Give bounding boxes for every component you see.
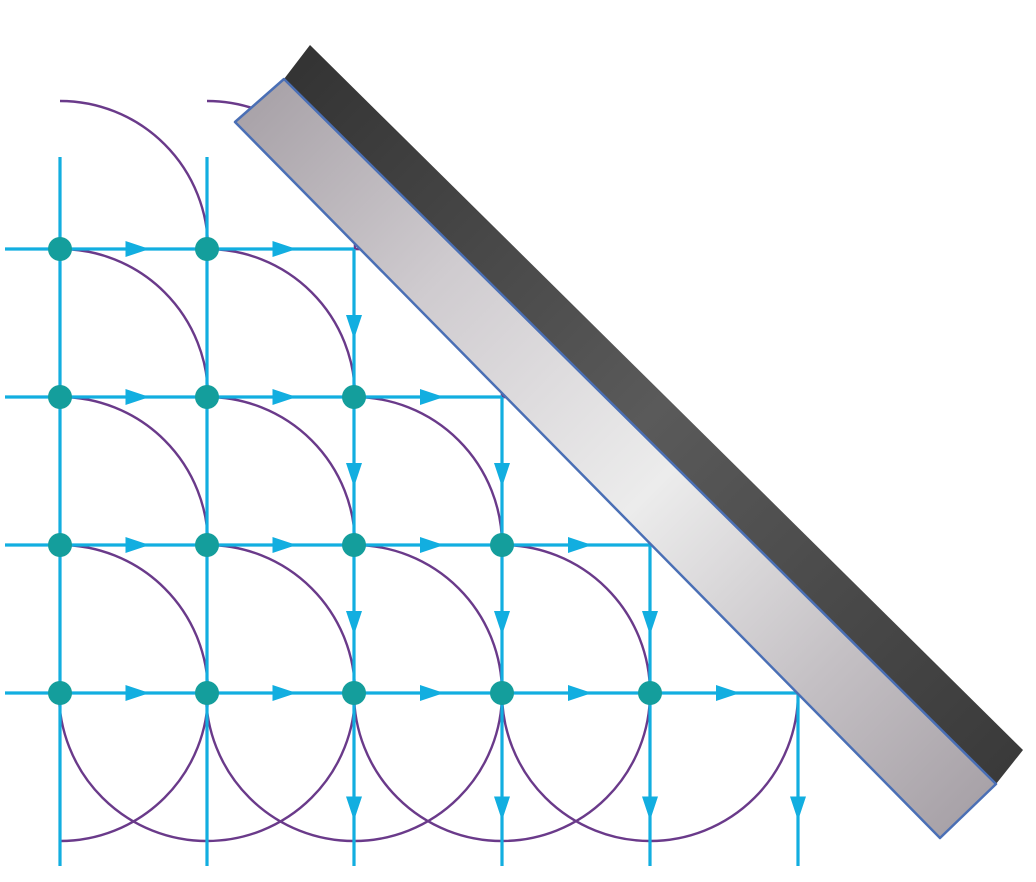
direction-arrow-icon [346, 315, 362, 339]
wavelet-arc-icon [57, 692, 208, 843]
wavelet-arc-icon [649, 692, 800, 843]
wavefront-point-icon [195, 681, 219, 705]
wavefront-nodes [48, 237, 662, 705]
wavefront-point-icon [342, 385, 366, 409]
wavelet-arc-icon [352, 692, 503, 843]
direction-arrow-icon [272, 389, 297, 405]
wavefront-point-icon [195, 385, 219, 409]
wavefront-point-icon [490, 533, 514, 557]
direction-arrow-icon [494, 463, 510, 487]
direction-arrow-icon [272, 241, 297, 257]
wavefront-point-icon [342, 533, 366, 557]
mirror-reflecting-face [233, 77, 998, 840]
direction-arrow-icon [346, 611, 362, 635]
wavefront-point-icon [48, 237, 72, 261]
wavelet-arc-icon [500, 692, 651, 843]
wavelet-arc-icon [59, 395, 210, 546]
direction-arrow-icon [494, 796, 510, 821]
wavelet-arc-icon [353, 692, 504, 843]
wavelet-arc-icon [206, 543, 357, 694]
direction-arrow-icon [346, 463, 362, 487]
direction-arrow-icon [716, 685, 740, 701]
direction-arrow-icon [125, 685, 150, 701]
direction-arrow-icon [420, 537, 444, 553]
wavefront-point-icon [638, 681, 662, 705]
wavefront-point-icon [48, 385, 72, 409]
direction-arrow-icon [346, 796, 362, 821]
wavefront-point-icon [490, 681, 514, 705]
wavefront-point-icon [195, 533, 219, 557]
wavelet-arc-icon [206, 692, 357, 843]
direction-arrow-icon [272, 685, 297, 701]
wavefront-point-icon [195, 237, 219, 261]
direction-arrow-icon [568, 537, 592, 553]
wavelet-arc-icon [501, 543, 652, 694]
direction-arrow-icon [125, 241, 150, 257]
wavelet-arc-icon [204, 692, 355, 843]
direction-arrow-icon [790, 796, 806, 821]
direction-arrow-icon [420, 389, 444, 405]
wavelet-arc-icon [59, 99, 210, 250]
ray-arrows [125, 241, 806, 821]
direction-arrow-icon [420, 685, 444, 701]
direction-arrow-icon [642, 796, 658, 821]
wavelet-arc-icon [353, 543, 504, 694]
mirror-back-edge [284, 45, 1023, 784]
wavelet-arc-icon [59, 692, 210, 843]
direction-arrow-icon [568, 685, 592, 701]
wavelet-arc-icon [206, 395, 357, 546]
wavelet-arc-icon [501, 692, 652, 843]
wavelet-arc-icon [59, 247, 210, 398]
direction-arrow-icon [272, 537, 297, 553]
wavelet-arc-icon [59, 543, 210, 694]
wavefront-point-icon [48, 681, 72, 705]
direction-arrow-icon [125, 537, 150, 553]
mirror [233, 45, 1023, 840]
wavelet-arc-icon [206, 247, 357, 398]
wavelet-arc-icon [353, 395, 504, 546]
wavefront-point-icon [342, 681, 366, 705]
direction-arrow-icon [494, 611, 510, 635]
direction-arrow-icon [125, 389, 150, 405]
wavefront-point-icon [48, 533, 72, 557]
direction-arrow-icon [642, 611, 658, 635]
